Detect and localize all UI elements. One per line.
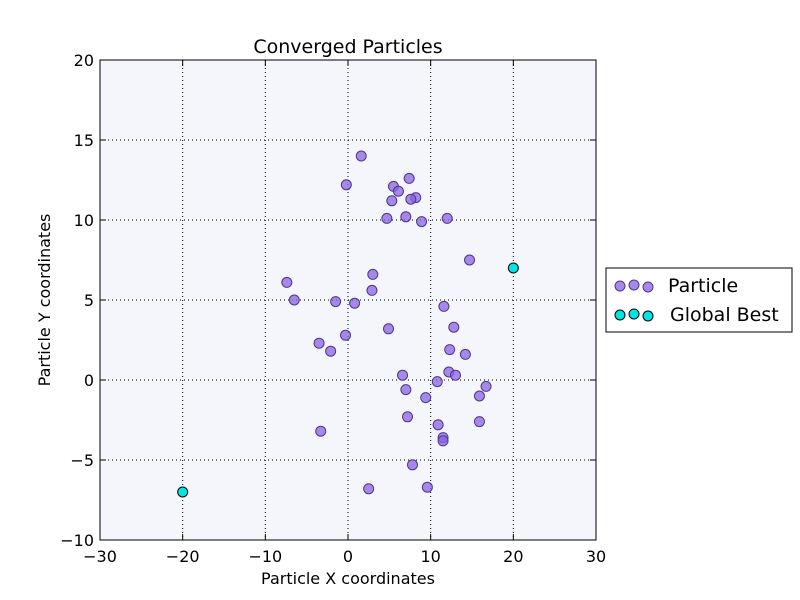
particle-point [432, 419, 444, 431]
legend-marker [642, 281, 654, 293]
particle-point [400, 384, 412, 396]
x-tick-label: 0 [343, 547, 353, 566]
particle-point [392, 185, 404, 197]
particle-point [480, 380, 492, 392]
particle-point [405, 193, 417, 205]
y-tick-label: −5 [70, 451, 94, 470]
x-tick-label: 10 [420, 547, 440, 566]
legend-marker [614, 280, 626, 292]
legend-label: Particle [668, 275, 738, 297]
series-global-best [177, 262, 519, 498]
particle-point [438, 300, 450, 312]
particle-point [416, 216, 428, 228]
legend-entry-particle: Particle [614, 275, 738, 297]
particle-point [330, 296, 342, 308]
particle-point [400, 211, 412, 223]
particle-point [340, 329, 352, 341]
particle-point [366, 284, 378, 296]
y-tick-label: 20 [74, 51, 94, 70]
legend-marker [628, 308, 640, 320]
x-axis-label: Particle X coordinates [261, 569, 435, 588]
particle-point [340, 179, 352, 191]
particle-point [437, 435, 449, 447]
x-tick-label: 20 [503, 547, 523, 566]
particle-point [464, 254, 476, 266]
particle-point [386, 195, 398, 207]
y-tick-label: 5 [84, 291, 94, 310]
y-tick-label: 10 [74, 211, 94, 230]
particle-point [381, 212, 393, 224]
particle-point [315, 425, 327, 437]
particle-point [406, 459, 418, 471]
particle-point [325, 345, 337, 357]
particle-point [402, 411, 414, 423]
particle-point [459, 348, 471, 360]
particle-point [403, 172, 415, 184]
particle-point [448, 321, 460, 333]
global-best-point [177, 486, 189, 498]
legend-label: Global Best [670, 304, 779, 326]
particle-point [441, 212, 453, 224]
particle-point [349, 297, 361, 309]
particle-point [473, 416, 485, 428]
x-tick-label: −30 [83, 547, 117, 566]
legend-entry-global-best: Global Best [614, 304, 779, 326]
legend-marker [642, 310, 654, 322]
particle-point [281, 276, 293, 288]
legend-box [605, 267, 793, 333]
particle-point [420, 392, 432, 404]
particle-point [444, 344, 456, 356]
particle-point [397, 369, 409, 381]
legend-marker [628, 279, 640, 291]
particle-point [421, 481, 433, 493]
particle-point [473, 390, 485, 402]
particle-point [431, 376, 443, 388]
x-tick-label: 30 [586, 547, 606, 566]
particle-point [363, 483, 375, 495]
y-tick-label: −10 [60, 531, 94, 550]
x-tick-label: −20 [166, 547, 200, 566]
series-particle [281, 150, 492, 495]
particle-point [449, 369, 461, 381]
particle-point [288, 294, 300, 306]
particle-point [367, 268, 379, 280]
particle-point [355, 150, 367, 162]
global-best-point [507, 262, 519, 274]
particle-point [313, 337, 325, 349]
legend-marker [614, 309, 626, 321]
y-tick-label: 15 [74, 131, 94, 150]
y-axis-label: Particle Y coordinates [35, 214, 54, 387]
y-tick-label: 0 [84, 371, 94, 390]
particle-point [383, 323, 395, 335]
x-tick-label: −10 [248, 547, 282, 566]
chart-title: Converged Particles [253, 36, 442, 58]
